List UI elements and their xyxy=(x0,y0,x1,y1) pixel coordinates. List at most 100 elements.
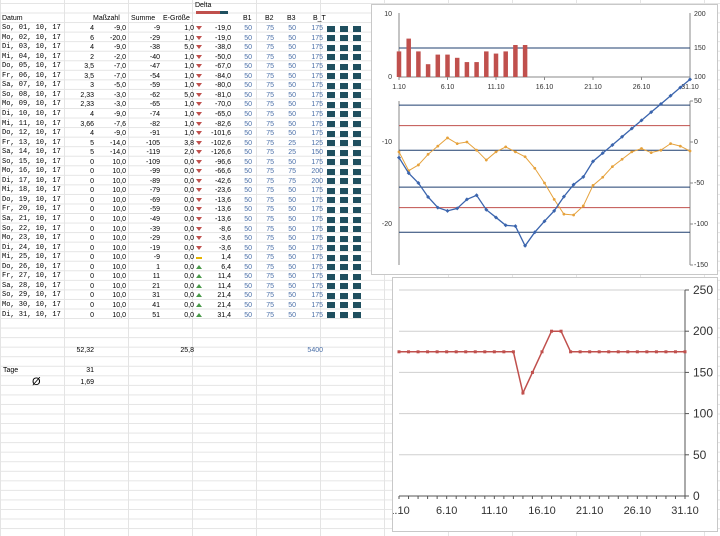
cell-egroesse: 0,0 xyxy=(184,235,194,243)
cell-b1: 50 xyxy=(244,44,252,52)
trend-down-icon xyxy=(196,92,202,97)
cell-b1: 50 xyxy=(244,130,252,138)
cell-b3: 50 xyxy=(288,130,296,138)
bt-series-point xyxy=(673,350,677,354)
bt-series-point xyxy=(654,350,658,354)
line-right-tick-label: -100 xyxy=(694,221,708,228)
databar-block xyxy=(340,178,348,185)
cell-egroesse: 0,0 xyxy=(184,196,194,204)
orange-series-point xyxy=(504,145,508,149)
bt-series-point xyxy=(464,350,468,354)
databar-block xyxy=(353,63,361,70)
blue-series-point xyxy=(523,243,528,248)
cell-summe: -38 xyxy=(149,44,160,52)
cell-value: 10,0 xyxy=(112,263,126,271)
chart-top-panel[interactable]: 10 0 200 150 100 1.10 6.10 11.10 16.10 21.10 26.10… xyxy=(371,4,718,275)
cell-bt: 175 xyxy=(311,25,323,32)
cell-egroesse: 1,0 xyxy=(184,110,194,118)
bt-series-point xyxy=(550,329,554,333)
cell-egroesse: 0,0 xyxy=(184,158,194,166)
blue-series-point xyxy=(542,219,547,224)
bar xyxy=(416,51,421,77)
cell-delta: -82,6 xyxy=(215,120,231,128)
bt-series-point xyxy=(435,350,439,354)
bt-series-point xyxy=(559,329,563,333)
cell-date: Do, 19, 10, 17 xyxy=(2,195,61,204)
cell-b3: 50 xyxy=(288,82,296,90)
col-header-b3: B3 xyxy=(287,15,296,22)
databar-block xyxy=(327,178,335,185)
tage-label: Tage xyxy=(3,367,19,374)
trend-down-icon xyxy=(196,102,202,107)
bar xyxy=(425,64,431,77)
cell-delta: -70,0 xyxy=(215,101,231,109)
cell-b2: 75 xyxy=(266,263,274,271)
cell-bt: 175 xyxy=(311,91,323,99)
cell-bt: 175 xyxy=(311,282,323,290)
delta-legend-red xyxy=(196,11,220,14)
cell-delta: 11,4 xyxy=(217,282,231,290)
databar-block xyxy=(353,273,361,280)
blue-series-point xyxy=(639,118,644,123)
cell-bt: 200 xyxy=(311,177,323,185)
cell-masszahl: 0 xyxy=(90,168,94,176)
cell-value: -7,0 xyxy=(113,72,126,80)
cell-masszahl: 2,33 xyxy=(80,101,94,109)
trend-up-icon xyxy=(196,312,202,317)
cell-egroesse: 1,0 xyxy=(184,25,194,32)
cell-masszahl: 0 xyxy=(90,196,94,204)
databar-block xyxy=(327,121,335,127)
cell-value: 10,0 xyxy=(112,273,126,281)
cell-delta: -38,0 xyxy=(215,44,231,52)
cell-date: So, 15, 10, 17 xyxy=(2,157,61,166)
databar-block xyxy=(353,226,361,233)
bt-series-point xyxy=(502,350,506,354)
cell-value: 10,0 xyxy=(112,168,126,176)
cell-summe: -54 xyxy=(149,72,160,80)
cell-masszahl: 0 xyxy=(90,235,94,243)
cell-value: 10,0 xyxy=(112,282,126,290)
chart-bottom-panel[interactable]: 250 200 150 100 50 0 1.10 6.10 11.10 16.10 21.10 26… xyxy=(388,277,718,532)
databar-block xyxy=(327,283,335,290)
cell-value: 10,0 xyxy=(112,292,126,300)
trend-down-icon xyxy=(196,35,202,40)
cell-b2: 75 xyxy=(266,206,274,214)
databar-block xyxy=(327,159,335,166)
trend-up-icon xyxy=(196,274,202,279)
blue-series-point xyxy=(494,215,498,220)
cell-b2: 75 xyxy=(266,244,274,252)
bar xyxy=(474,62,479,77)
cell-b3: 50 xyxy=(288,53,296,61)
databar-block xyxy=(327,292,335,299)
total-masszahl: 52,32 xyxy=(76,347,94,354)
blue-series-point xyxy=(455,206,460,211)
trend-down-icon xyxy=(196,159,202,164)
cell-egroesse: 3,8 xyxy=(184,139,194,147)
tage-value: 31 xyxy=(86,367,94,374)
cell-b1: 50 xyxy=(244,139,252,147)
orange-series-point xyxy=(465,140,469,144)
databar-block xyxy=(340,54,348,61)
cell-delta: -96,6 xyxy=(215,158,231,166)
databar-block xyxy=(353,149,361,156)
cell-b1: 50 xyxy=(244,91,252,99)
cell-bt: 175 xyxy=(311,206,323,214)
trend-down-icon xyxy=(196,217,202,221)
databar-block xyxy=(353,187,361,194)
databar-block xyxy=(353,25,361,32)
databar-block xyxy=(340,35,348,42)
cell-b3: 50 xyxy=(288,301,296,309)
orange-series-point xyxy=(426,152,430,156)
cell-value: 10,0 xyxy=(112,254,126,262)
orange-series-point xyxy=(543,181,546,185)
cell-egroesse: 1,0 xyxy=(184,53,194,61)
cell-bt: 175 xyxy=(311,110,323,118)
cell-delta: -101,6 xyxy=(211,130,231,138)
trend-down-icon xyxy=(196,26,202,30)
cell-b3: 50 xyxy=(288,187,296,195)
bt-series-point xyxy=(645,350,649,354)
x-tick-label: 31.10 xyxy=(671,505,699,517)
cell-b1: 50 xyxy=(244,282,252,290)
cell-b1: 50 xyxy=(244,216,252,223)
cell-value: -9,0 xyxy=(113,130,126,138)
